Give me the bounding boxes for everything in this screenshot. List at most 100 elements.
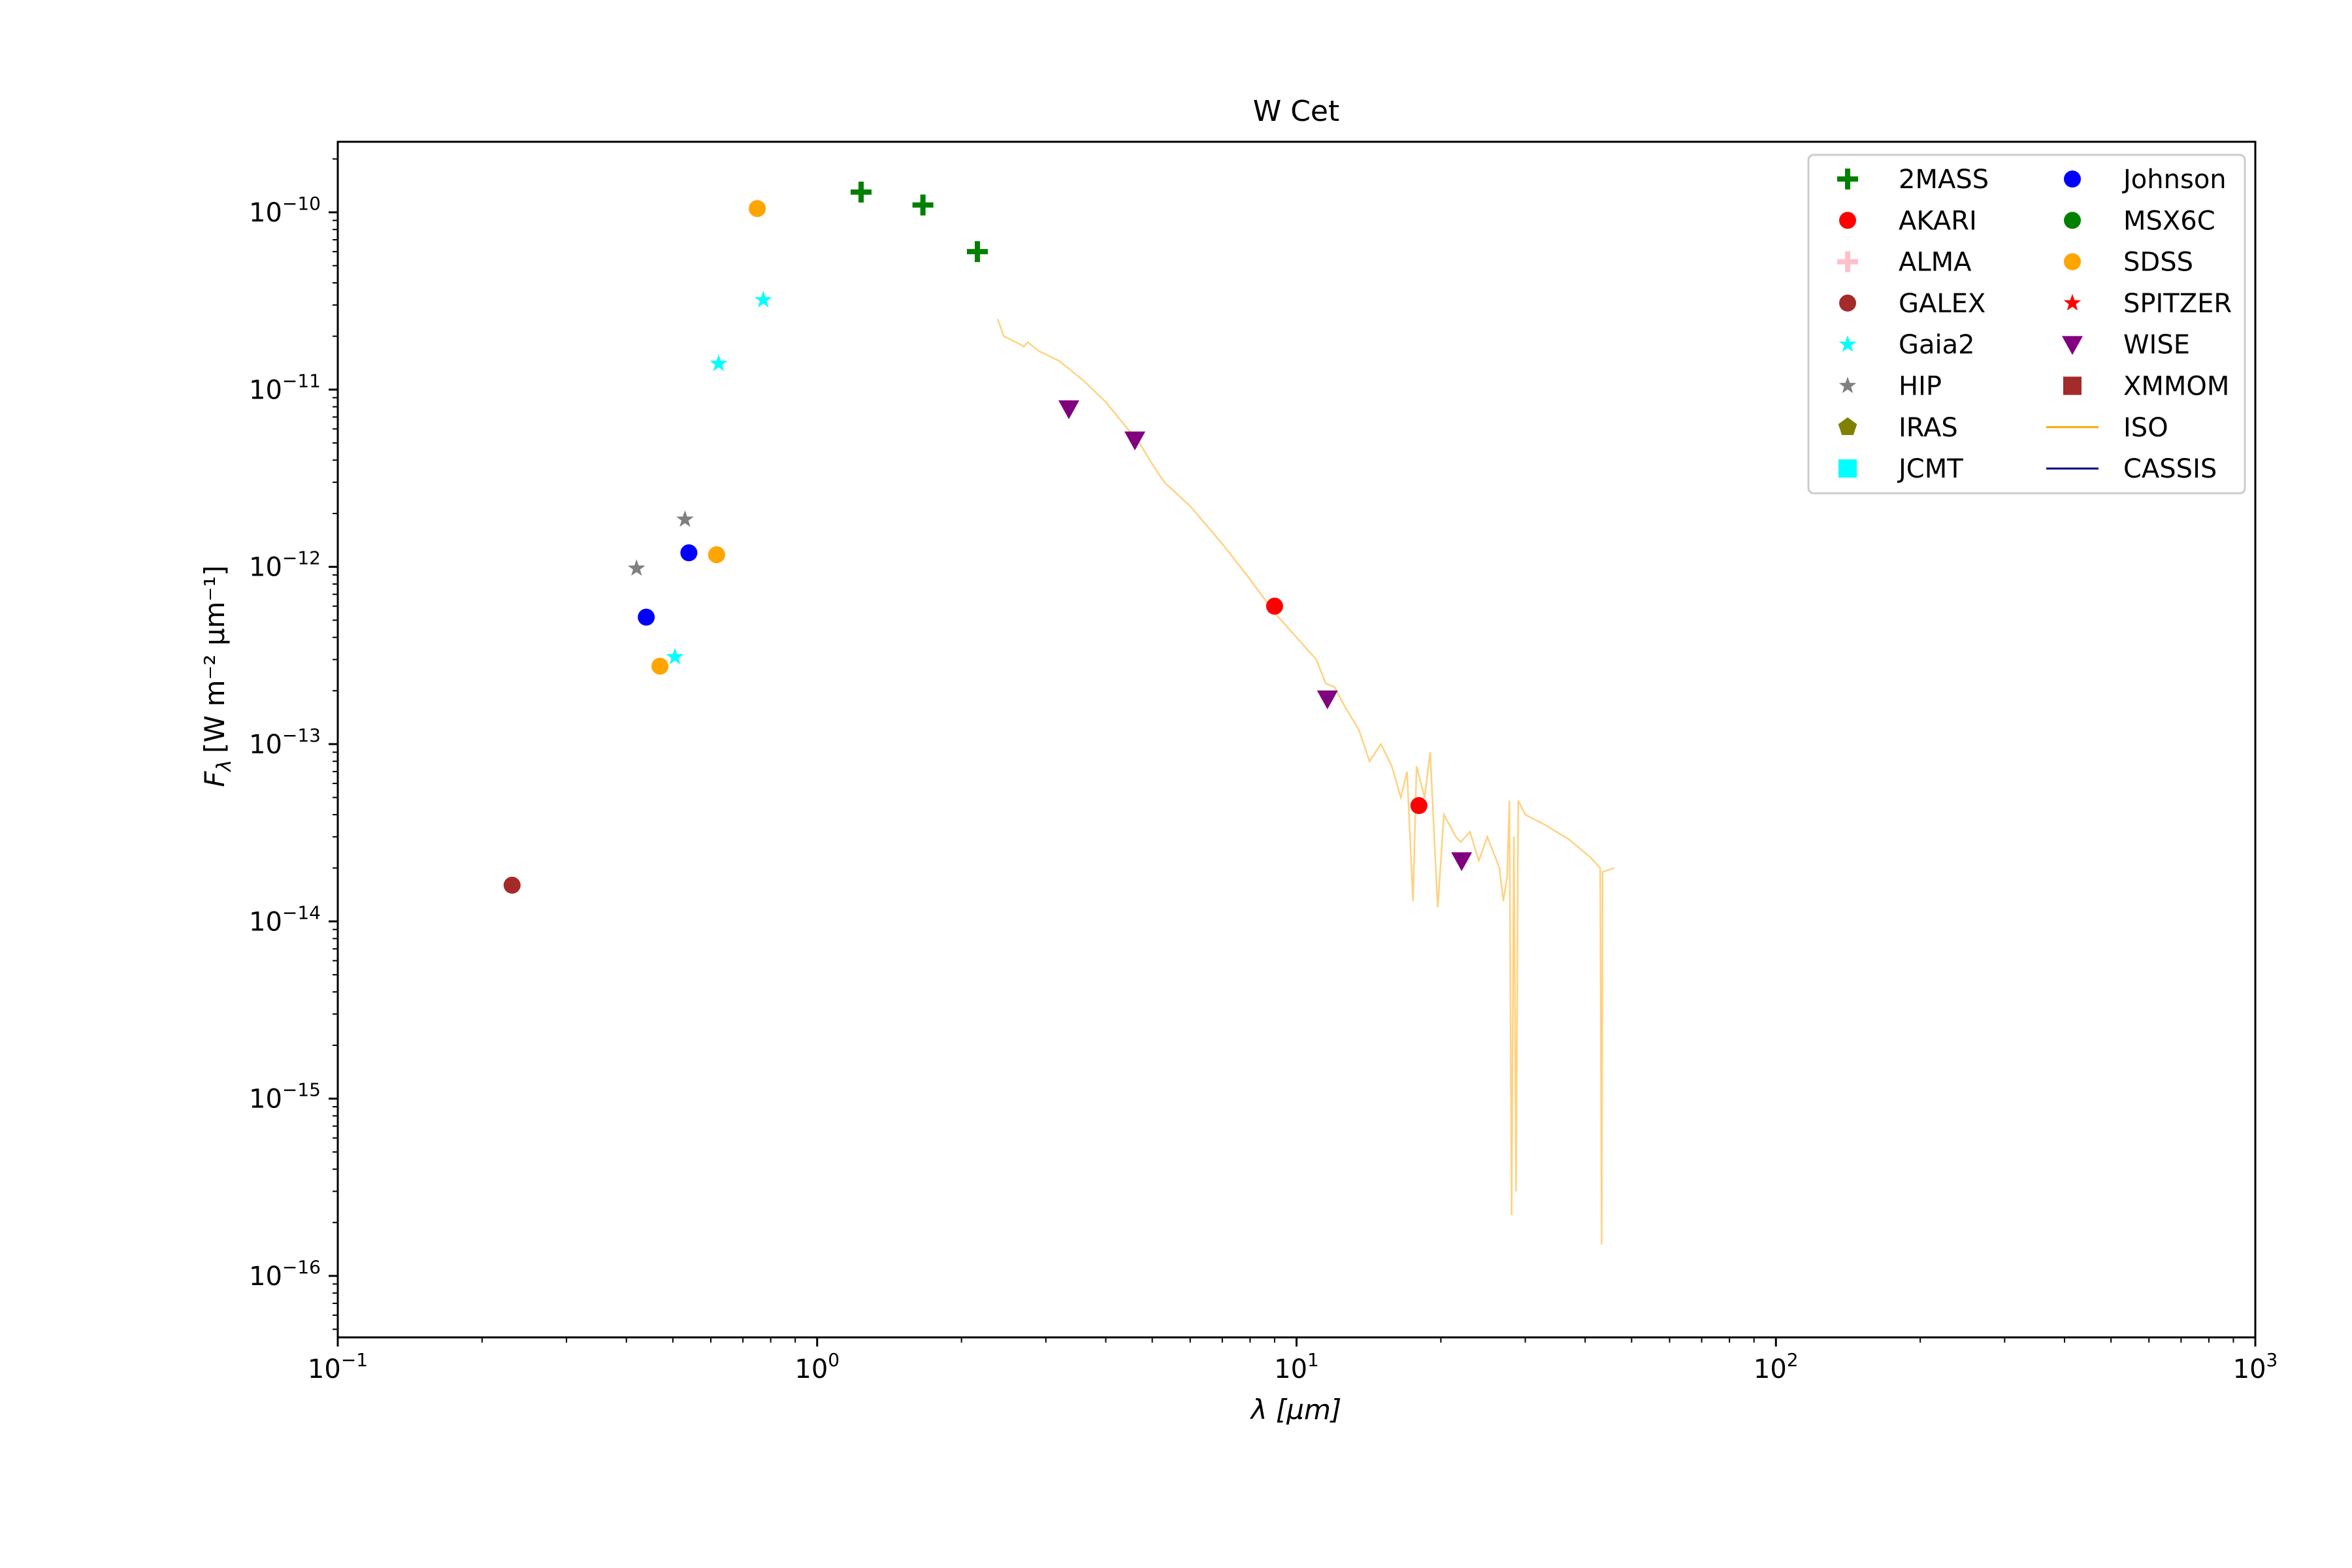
y-axis-label-symbol: F: [199, 771, 231, 787]
data-point-wise: [1124, 431, 1146, 451]
data-point-gaia2: [666, 647, 684, 664]
y-tick-label: 10−14: [249, 902, 321, 937]
legend-marker-jcmt: [1838, 459, 1857, 478]
legend-label-iras: IRAS: [1899, 413, 1958, 443]
y-tick-label-exponent: −14: [282, 902, 321, 923]
data-point-sdss: [708, 546, 725, 564]
legend-marker-hip: [1838, 376, 1857, 393]
x-axis-label-symbol: λ: [1250, 1394, 1267, 1426]
y-axis-label: Fλ [W m⁻² μm⁻¹]: [199, 565, 236, 787]
data-point-akari: [1410, 797, 1428, 815]
data-point-2mass: [912, 194, 934, 216]
legend-marker-wise: [2062, 336, 2083, 355]
legend-label-hip: HIP: [1899, 372, 1942, 402]
y-tick-label-exponent: −15: [282, 1079, 321, 1101]
plot-area: [503, 182, 1615, 1245]
y-tick-label: 10−12: [249, 547, 321, 583]
legend-marker-msx6c: [2064, 212, 2081, 229]
legend-label-jcmt: JCMT: [1897, 454, 1963, 484]
chart-title: W Cet: [1253, 95, 1340, 128]
x-tick-label: 100: [794, 1349, 840, 1384]
x-tick-label-exponent: 0: [828, 1349, 840, 1371]
x-tick-label-exponent: 3: [2266, 1349, 2278, 1371]
y-tick-label: 10−10: [249, 193, 321, 228]
y-tick-label-exponent: −11: [282, 370, 321, 391]
y-tick-label-base: 10: [249, 553, 282, 583]
x-tick-label-exponent: 2: [1787, 1349, 1799, 1371]
legend-marker-gaia2: [1838, 335, 1857, 352]
legend-label-2mass: 2MASS: [1899, 165, 1989, 195]
x-tick-label-base: 10: [1754, 1354, 1787, 1384]
legend-label-alma: ALMA: [1899, 248, 1972, 278]
data-point-akari: [1266, 597, 1283, 615]
y-tick-label: 10−11: [249, 370, 321, 405]
data-point-2mass: [967, 241, 988, 263]
data-point-hip: [628, 559, 645, 576]
legend-label-xmmom: XMMOM: [2123, 372, 2229, 402]
y-tick-label: 10−15: [249, 1079, 321, 1115]
x-tick-label-exponent: 1: [1307, 1349, 1319, 1371]
y-tick-label-exponent: −12: [282, 547, 321, 569]
legend-label-johnson: Johnson: [2121, 165, 2227, 195]
x-tick-label: 102: [1754, 1349, 1799, 1384]
legend: 2MASS AKARI ALMA GALEX Gaia2 HIP IRAS JCMT Johns…: [1807, 154, 2246, 495]
legend-marker-sdss: [2064, 253, 2081, 270]
legend-label-galex: GALEX: [1899, 289, 1985, 319]
x-tick-label: 101: [1274, 1349, 1319, 1384]
x-axis: 10−1 100 101 102 103: [308, 1337, 2278, 1384]
data-point-galex: [503, 876, 521, 894]
data-point-wise: [1316, 690, 1338, 710]
y-axis-label-subscript: λ: [213, 760, 236, 773]
x-tick-label-base: 10: [2233, 1354, 2266, 1384]
y-tick-label-exponent: −10: [282, 193, 321, 214]
axes-frame: [336, 140, 2257, 1339]
legend-marker-xmmom: [2063, 376, 2082, 395]
y-tick-label-exponent: −13: [282, 725, 321, 746]
data-point-sdss: [651, 657, 669, 675]
y-tick-label-base: 10: [249, 1262, 282, 1292]
data-point-johnson: [638, 608, 655, 626]
x-axis-label-unit: [μm]: [1276, 1394, 1341, 1426]
x-tick-label-base: 10: [794, 1354, 828, 1384]
y-tick-label-base: 10: [249, 730, 282, 760]
data-point-gaia2: [710, 354, 728, 371]
y-tick-label-exponent: −16: [282, 1256, 321, 1278]
data-point-sdss: [749, 200, 766, 218]
legend-box: [1807, 154, 2246, 495]
legend-label-wise: WISE: [2123, 330, 2190, 360]
series-line-iso: [996, 318, 1615, 1245]
y-tick-label-base: 10: [249, 375, 282, 405]
legend-marker-iras: [1838, 417, 1857, 435]
y-tick-label: 10−16: [249, 1256, 321, 1292]
y-tick-label: 10−13: [249, 725, 321, 760]
data-point-hip: [676, 510, 694, 527]
x-tick-label: 10−1: [308, 1349, 368, 1384]
legend-marker-spitzer: [2063, 293, 2082, 311]
y-axis-label-unit: [W m⁻² μm⁻¹]: [199, 565, 231, 753]
legend-marker-2mass: [1837, 169, 1858, 189]
legend-marker-akari: [1839, 212, 1856, 229]
y-tick-label-base: 10: [249, 198, 282, 228]
legend-label-akari: AKARI: [1899, 206, 1977, 236]
x-tick-label-base: 10: [308, 1354, 341, 1384]
legend-label-msx6c: MSX6C: [2123, 206, 2215, 236]
data-point-wise: [1451, 852, 1473, 872]
legend-marker-johnson: [2064, 171, 2081, 188]
y-tick-label-base: 10: [249, 1085, 282, 1115]
legend-marker-alma: [1837, 251, 1858, 272]
legend-label-cassis: CASSIS: [2123, 454, 2217, 484]
legend-marker-galex: [1839, 294, 1856, 312]
data-point-wise: [1058, 400, 1080, 419]
legend-label-gaia2: Gaia2: [1899, 330, 1975, 360]
y-tick-label-base: 10: [249, 907, 282, 937]
data-point-johnson: [680, 544, 698, 562]
x-tick-label-base: 10: [1274, 1354, 1307, 1384]
x-axis-label: λ [μm]: [1250, 1394, 1342, 1426]
legend-label-spitzer: SPITZER: [2123, 289, 2232, 319]
data-point-gaia2: [755, 291, 772, 308]
x-tick-label: 103: [2233, 1349, 2278, 1384]
legend-label-sdss: SDSS: [2123, 248, 2193, 278]
x-tick-label-exponent: −1: [341, 1349, 368, 1371]
